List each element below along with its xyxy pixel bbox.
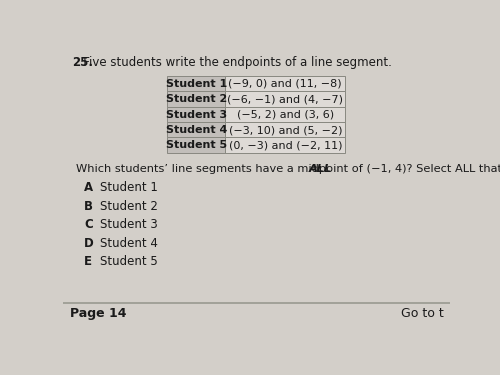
Bar [167, 76, 225, 91]
Text: D: D [84, 237, 94, 250]
Text: Student 1: Student 1 [166, 79, 227, 89]
Text: Student 1: Student 1 [100, 181, 158, 194]
Text: Student 3: Student 3 [166, 110, 227, 120]
Bar [225, 106, 346, 122]
Bar [167, 91, 225, 106]
Bar [225, 122, 346, 137]
Text: Go to t: Go to t [401, 307, 444, 320]
Text: 25.: 25. [72, 56, 93, 69]
Text: ALL: ALL [309, 164, 332, 174]
Text: C: C [84, 218, 93, 231]
Bar [225, 137, 346, 153]
Text: (−9, 0) and (11, −8): (−9, 0) and (11, −8) [228, 79, 342, 89]
Bar [225, 91, 346, 106]
Text: (−6, −1) and (4, −7): (−6, −1) and (4, −7) [228, 94, 344, 104]
Text: (−5, 2) and (3, 6): (−5, 2) and (3, 6) [237, 110, 334, 120]
Text: (−3, 10) and (5, −2): (−3, 10) and (5, −2) [228, 125, 342, 135]
Text: (0, −3) and (−2, 11): (0, −3) and (−2, 11) [228, 141, 342, 150]
Text: Five students write the endpoints of a line segment.: Five students write the endpoints of a l… [72, 56, 392, 69]
Text: Student 2: Student 2 [166, 94, 227, 104]
Bar [167, 137, 225, 153]
Text: Which students’ line segments have a midpoint of (−1, 4)? Select ALL that apply.: Which students’ line segments have a mid… [76, 164, 500, 174]
Text: A: A [84, 181, 94, 194]
Bar [167, 106, 225, 122]
Bar [225, 76, 346, 91]
Text: Student 5: Student 5 [100, 255, 158, 268]
Text: Student 2: Student 2 [100, 200, 158, 213]
Text: E: E [84, 255, 92, 268]
Text: Student 4: Student 4 [100, 237, 158, 250]
Text: B: B [84, 200, 93, 213]
Text: Student 4: Student 4 [166, 125, 227, 135]
Text: Page 14: Page 14 [70, 307, 127, 320]
Text: Student 3: Student 3 [100, 218, 158, 231]
Text: Student 5: Student 5 [166, 141, 227, 150]
Bar [167, 122, 225, 137]
